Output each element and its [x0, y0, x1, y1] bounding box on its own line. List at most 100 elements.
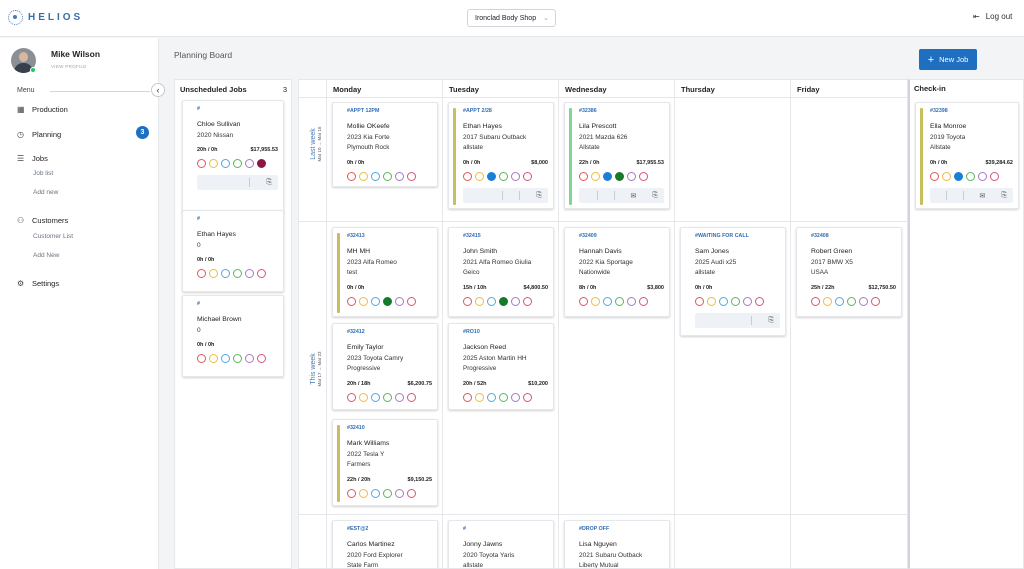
status-dot[interactable]: [221, 269, 230, 278]
sidebar-item-planning[interactable]: ◷ Planning: [17, 130, 61, 139]
status-dot[interactable]: [523, 297, 532, 306]
status-dot[interactable]: [383, 297, 392, 306]
status-dot[interactable]: [245, 269, 254, 278]
status-dot[interactable]: [221, 354, 230, 363]
status-dot[interactable]: [463, 172, 472, 181]
status-dot[interactable]: [383, 393, 392, 402]
status-dot[interactable]: [233, 159, 242, 168]
status-dot[interactable]: [579, 172, 588, 181]
status-dot[interactable]: [395, 489, 404, 498]
job-card[interactable]: # Ethan Hayes 0 0h / 0h: [182, 210, 284, 292]
paperclip-icon[interactable]: ⎘: [768, 316, 774, 324]
status-dot[interactable]: [383, 489, 392, 498]
status-dot[interactable]: [347, 297, 356, 306]
status-dot[interactable]: [347, 393, 356, 402]
status-dot[interactable]: [930, 172, 939, 181]
status-dot[interactable]: [990, 172, 999, 181]
status-dot[interactable]: [463, 297, 472, 306]
status-dot[interactable]: [615, 172, 624, 181]
job-card[interactable]: #32413 MH MH 2023 Alfa Romeo test 0h / 0h: [332, 227, 438, 317]
job-card[interactable]: #WAITING FOR CALL Sam Jones 2025 Audi x25 a…: [680, 227, 786, 336]
status-dot[interactable]: [371, 393, 380, 402]
status-dot[interactable]: [359, 172, 368, 181]
job-card[interactable]: # Michael Brown 0 0h / 0h: [182, 295, 284, 377]
status-dot[interactable]: [511, 393, 520, 402]
status-dot[interactable]: [395, 393, 404, 402]
status-dot[interactable]: [755, 297, 764, 306]
status-dot[interactable]: [511, 172, 520, 181]
status-dot[interactable]: [627, 172, 636, 181]
status-dot[interactable]: [523, 393, 532, 402]
status-dot[interactable]: [407, 297, 416, 306]
status-dot[interactable]: [463, 393, 472, 402]
status-dot[interactable]: [407, 489, 416, 498]
job-card[interactable]: #32386 Lila Prescott 2021 Mazda 626 Allstat…: [564, 102, 670, 209]
paperclip-icon[interactable]: ⎘: [266, 178, 272, 186]
status-dot[interactable]: [847, 297, 856, 306]
status-dot[interactable]: [811, 297, 820, 306]
status-dot[interactable]: [197, 159, 206, 168]
job-card[interactable]: #EST@2 Carlos Martinez 2020 Ford Explorer S…: [332, 520, 438, 568]
job-card[interactable]: #32415 John Smith 2021 Alfa Romeo Giulia Ge…: [448, 227, 554, 317]
status-dot[interactable]: [209, 354, 218, 363]
status-dot[interactable]: [603, 172, 612, 181]
status-dot[interactable]: [511, 297, 520, 306]
sidebar-subitem-add-new-customer[interactable]: Add New: [33, 252, 60, 259]
status-dot[interactable]: [499, 172, 508, 181]
status-dot[interactable]: [719, 297, 728, 306]
new-job-button[interactable]: + New Job: [919, 49, 977, 70]
job-card[interactable]: #32412 Emily Taylor 2023 Toyota Camry Progr…: [332, 323, 438, 410]
status-dot[interactable]: [591, 172, 600, 181]
status-dot[interactable]: [475, 297, 484, 306]
status-dot[interactable]: [695, 297, 704, 306]
job-card[interactable]: #RO10 Jackson Reed 2025 Aston Martin HH Pro…: [448, 323, 554, 410]
job-card[interactable]: #APPT 2/28 Ethan Hayes 2017 Subaru Outback…: [448, 102, 554, 209]
status-dot[interactable]: [209, 269, 218, 278]
sidebar-item-production[interactable]: ▦ Production: [17, 105, 68, 114]
status-dot[interactable]: [395, 172, 404, 181]
job-card[interactable]: # Jonny Jawns 2020 Toyota Yaris allstate: [448, 520, 554, 568]
status-dot[interactable]: [347, 172, 356, 181]
job-card[interactable]: #DROP OFF Lisa Nguyen 2021 Subaru Outback L…: [564, 520, 670, 568]
status-dot[interactable]: [407, 172, 416, 181]
logout-button[interactable]: ⇤ Log out: [973, 12, 1012, 21]
status-dot[interactable]: [743, 297, 752, 306]
status-dot[interactable]: [835, 297, 844, 306]
sidebar-item-settings[interactable]: ⚙ Settings: [17, 279, 59, 288]
status-dot[interactable]: [371, 297, 380, 306]
mail-icon[interactable]: ✉: [630, 192, 637, 200]
status-dot[interactable]: [859, 297, 868, 306]
status-dot[interactable]: [245, 159, 254, 168]
status-dot[interactable]: [383, 172, 392, 181]
job-card[interactable]: # Chloe Sullivan 2020 Nissan 20h / 0h $17,95…: [182, 100, 284, 213]
status-dot[interactable]: [233, 354, 242, 363]
sidebar-subitem-add-new-job[interactable]: Add new: [33, 189, 59, 196]
status-dot[interactable]: [603, 297, 612, 306]
sidebar-subitem-customer-list[interactable]: Customer List: [33, 233, 74, 240]
status-dot[interactable]: [731, 297, 740, 306]
status-dot[interactable]: [407, 393, 416, 402]
status-dot[interactable]: [591, 297, 600, 306]
status-dot[interactable]: [475, 172, 484, 181]
status-dot[interactable]: [347, 489, 356, 498]
status-dot[interactable]: [257, 159, 266, 168]
paperclip-icon[interactable]: ⎘: [1001, 191, 1007, 199]
status-dot[interactable]: [639, 297, 648, 306]
status-dot[interactable]: [245, 354, 254, 363]
status-dot[interactable]: [359, 489, 368, 498]
status-dot[interactable]: [233, 269, 242, 278]
status-dot[interactable]: [221, 159, 230, 168]
job-card[interactable]: #32398 Ella Monroe 2019 Toyota Allstate 0h /…: [915, 102, 1019, 209]
status-dot[interactable]: [487, 172, 496, 181]
status-dot[interactable]: [257, 269, 266, 278]
sidebar-subitem-job-list[interactable]: Job list: [33, 170, 54, 177]
status-dot[interactable]: [627, 297, 636, 306]
status-dot[interactable]: [371, 489, 380, 498]
status-dot[interactable]: [579, 297, 588, 306]
status-dot[interactable]: [487, 297, 496, 306]
job-card[interactable]: #32408 Robert Green 2017 BMW X5 USAA 25h / 2…: [796, 227, 902, 317]
status-dot[interactable]: [197, 269, 206, 278]
status-dot[interactable]: [615, 297, 624, 306]
status-dot[interactable]: [942, 172, 951, 181]
job-card[interactable]: #32410 Mark Williams 2022 Tesla Y Farmers 22…: [332, 419, 438, 506]
